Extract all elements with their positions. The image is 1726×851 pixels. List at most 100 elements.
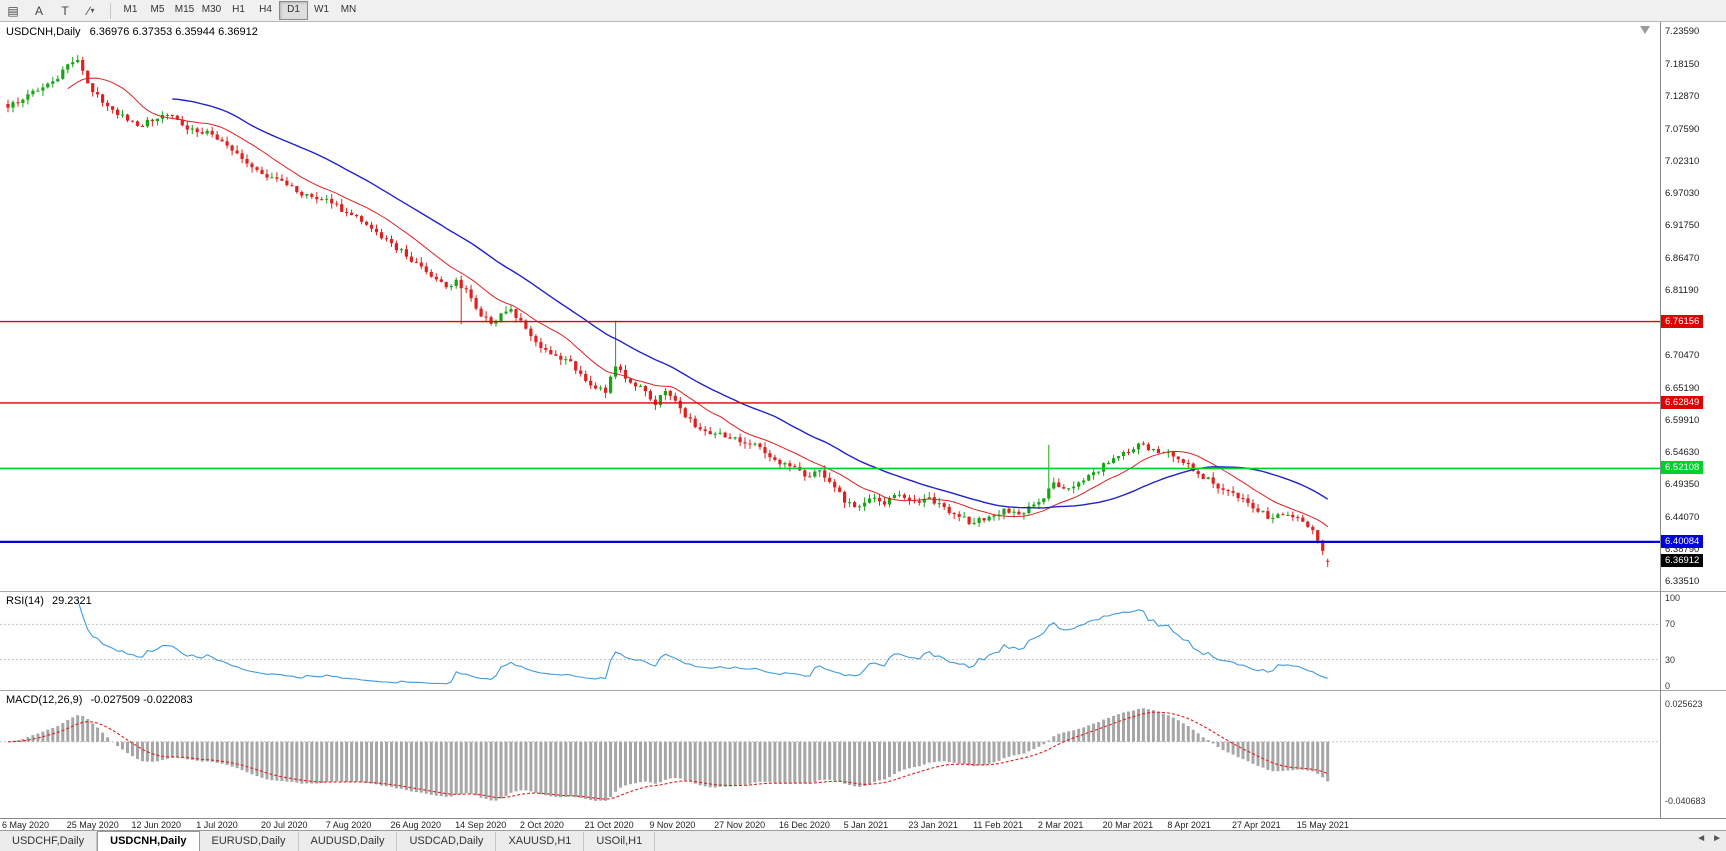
timeframe-button-d1[interactable]: D1 [279, 1, 308, 20]
price-tick: 6.59910 [1665, 414, 1700, 426]
macd-name: MACD(12,26,9) [6, 694, 83, 706]
price-tick: 6.44070 [1665, 511, 1700, 523]
price-line-badge: 6.76156 [1661, 314, 1704, 328]
price-line-badge: 6.52108 [1661, 461, 1704, 475]
tab-scroll-arrows: ◄ ► [1696, 833, 1722, 844]
ma-slow-line [172, 98, 1329, 509]
text-tool[interactable]: T [61, 3, 69, 18]
chart-window-icon[interactable]: ▤ [7, 3, 19, 18]
date-axis[interactable]: 6 May 2020 25 May 2020 12 Jun 2020 1 Jul 20… [0, 820, 1726, 831]
timeframe-button-w1[interactable]: W1 [314, 4, 329, 15]
chart-tab-eurusd-daily[interactable]: EURUSD,Daily [200, 832, 299, 851]
timeframe-button-m15[interactable]: M15 [174, 4, 195, 15]
macd-pane[interactable] [0, 692, 1660, 818]
date-label: 8 Apr 2021 [1167, 820, 1211, 830]
date-label: 27 Nov 2020 [714, 820, 766, 830]
timeframe-button-h1[interactable]: H1 [232, 4, 245, 15]
rsi-label: RSI(14) 29.2321 [6, 595, 92, 607]
date-label: 21 Oct 2020 [584, 820, 634, 830]
rsi-pane[interactable] [0, 593, 1660, 690]
chart-tab-xauusd-h1[interactable]: XAUUSD,H1 [496, 832, 585, 851]
macd-scale-label: 0.025623 [1665, 699, 1703, 710]
ma-fast-line [67, 77, 1329, 528]
macd-signal-line [7, 711, 1328, 800]
price-tick: 6.49350 [1665, 479, 1700, 491]
macd-scale-label: -0.040683 [1665, 796, 1706, 807]
rsi-value: 29.2321 [51, 595, 92, 607]
date-label: 15 May 2021 [1296, 820, 1349, 830]
date-label: 23 Jan 2021 [908, 820, 958, 830]
main-price-chart[interactable] [0, 22, 1660, 591]
chart-shift-marker[interactable] [1640, 26, 1650, 34]
candles-series [6, 55, 1330, 568]
chart-tab-usdcnh-daily[interactable]: USDCNH,Daily [97, 831, 200, 851]
line-tools-dropdown[interactable]: ∕ ▾ [87, 3, 95, 18]
letter-a-tool[interactable]: A [34, 3, 43, 18]
date-label: 9 Nov 2020 [649, 820, 696, 830]
rsi-name: RSI(14) [6, 595, 44, 607]
price-tick: 6.54630 [1665, 447, 1700, 459]
price-tick: 6.65190 [1665, 382, 1700, 394]
price-tick: 6.70470 [1665, 350, 1700, 362]
date-label: 12 Jun 2020 [131, 820, 182, 830]
toolbar-left-buttons: ▤ A T ∕ ▾ [0, 2, 104, 20]
date-label: 2 Mar 2021 [1037, 820, 1084, 830]
date-label: 27 Apr 2021 [1232, 820, 1281, 830]
toolbar-separator [110, 2, 111, 19]
macd-label: MACD(12,26,9) -0.027509 -0.022083 [6, 694, 193, 706]
timeframe-group: M1 M5 M15 M30 H1 H4 D1 W1 MN [117, 1, 362, 20]
timeframe-button-h4[interactable]: H4 [259, 4, 272, 15]
date-label: 25 May 2020 [66, 820, 119, 830]
chart-tab-usdchf-daily[interactable]: USDCHF,Daily [0, 832, 98, 851]
date-label: 1 Jul 2020 [196, 820, 238, 830]
rsi-scale-label: 100 [1665, 593, 1681, 603]
date-label: 16 Dec 2020 [778, 820, 830, 830]
chart-tab-bar: USDCHF,Daily USDCNH,Daily EURUSD,Daily AUDU… [0, 830, 1726, 851]
dropdown-caret-icon: ▾ [90, 6, 95, 15]
timeframe-button-mn[interactable]: MN [340, 4, 357, 15]
date-label: 6 May 2020 [2, 820, 50, 830]
price-line-badge: 6.40084 [1661, 534, 1704, 548]
price-tick: 6.33510 [1665, 576, 1700, 587]
date-label: 7 Aug 2020 [325, 820, 372, 830]
pane-separator-macd[interactable] [0, 690, 1726, 691]
macd-histogram [11, 708, 1330, 801]
price-tick: 7.02310 [1665, 155, 1700, 167]
date-label: 14 Sep 2020 [455, 820, 507, 830]
price-tick: 7.18150 [1665, 59, 1700, 71]
rsi-scale: 100 70 30 0 [1661, 593, 1725, 691]
price-tick: 6.81190 [1665, 284, 1699, 296]
toolbar: ▤ A T ∕ ▾ M1 M5 M15 M30 H1 H4 D1 W1 MN [0, 0, 1726, 22]
date-label: 5 Jan 2021 [843, 820, 889, 830]
chart-title-symbol: USDCNH,Daily [6, 26, 81, 38]
tab-scroll-left-icon[interactable]: ◄ [1696, 833, 1707, 844]
date-label: 20 Mar 2021 [1102, 820, 1154, 830]
time-axis-line [0, 818, 1726, 819]
chart-tab-usdcad-daily[interactable]: USDCAD,Daily [397, 832, 497, 851]
date-label: 26 Aug 2020 [390, 820, 441, 830]
chart-tab-usoil-h1[interactable]: USOil,H1 [584, 832, 656, 851]
rsi-scale-label: 70 [1665, 619, 1676, 630]
macd-values: -0.027509 -0.022083 [90, 694, 193, 706]
chart-title-ohlc: 6.36976 6.37353 6.35944 6.36912 [89, 26, 258, 38]
price-line-badge: 6.62849 [1661, 395, 1704, 409]
timeframe-button-m30[interactable]: M30 [201, 4, 222, 15]
price-tick: 6.86470 [1665, 252, 1700, 264]
rsi-scale-label: 0 [1665, 681, 1671, 691]
price-tick: 6.91750 [1665, 220, 1700, 232]
rsi-scale-label: 30 [1665, 654, 1676, 665]
price-line-badge: 6.36912 [1661, 554, 1704, 568]
date-label: 11 Feb 2021 [973, 820, 1023, 830]
timeframe-button-m1[interactable]: M1 [123, 4, 138, 15]
chart-tab-audusd-daily[interactable]: AUDUSD,Daily [299, 832, 398, 851]
price-tick: 6.97030 [1665, 188, 1700, 200]
date-label: 20 Jul 2020 [260, 820, 308, 830]
price-scale[interactable]: 7.23590 7.18150 7.12870 7.07590 7.02310 6.970… [1661, 22, 1725, 591]
timeframe-button-m5[interactable]: M5 [150, 4, 165, 15]
pane-separator-rsi[interactable] [0, 591, 1726, 592]
chart-title: USDCNH,Daily 6.36976 6.37353 6.35944 6.3… [6, 26, 258, 38]
date-label: 2 Oct 2020 [519, 820, 564, 830]
tab-scroll-right-icon[interactable]: ► [1712, 833, 1722, 844]
price-tick: 6.38790 [1665, 543, 1700, 555]
price-tick: 7.12870 [1665, 91, 1700, 103]
